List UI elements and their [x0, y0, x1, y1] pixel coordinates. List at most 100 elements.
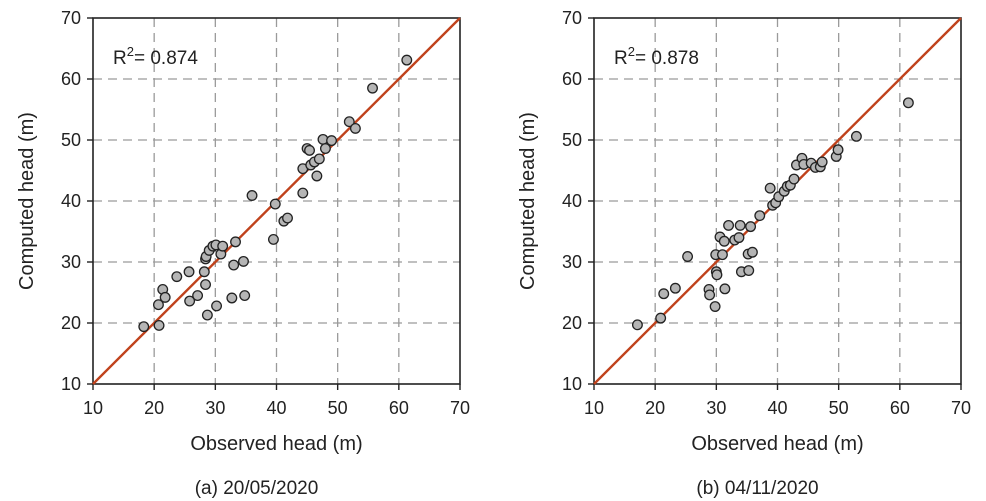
- data-point: [239, 290, 251, 302]
- x-tick-label: 50: [328, 398, 348, 418]
- data-point: [152, 299, 164, 311]
- data-point: [226, 292, 238, 304]
- data-point: [192, 290, 204, 302]
- data-point: [217, 240, 229, 252]
- data-point: [311, 170, 323, 182]
- data-point: [704, 289, 716, 301]
- data-point: [246, 190, 258, 201]
- x-tick-label: 50: [829, 398, 849, 418]
- data-point: [631, 319, 643, 331]
- x-tick-label: 30: [706, 398, 726, 418]
- data-point: [717, 249, 728, 261]
- data-point: [734, 219, 746, 231]
- x-tick-label: 40: [767, 398, 787, 418]
- data-point: [754, 210, 766, 222]
- y-tick-label: 70: [562, 8, 582, 28]
- data-point: [159, 291, 171, 303]
- data-point: [228, 259, 240, 271]
- y-tick-label: 40: [61, 191, 81, 211]
- r-squared-superscript: 2: [628, 44, 635, 59]
- data-point: [282, 212, 293, 224]
- data-point: [171, 271, 183, 283]
- data-point: [655, 312, 667, 324]
- data-point: [211, 300, 223, 312]
- data-point: [718, 235, 730, 247]
- data-point: [788, 173, 800, 185]
- x-tick-label: 60: [890, 398, 910, 418]
- r-squared-superscript: 2: [127, 44, 134, 59]
- data-point: [743, 265, 755, 276]
- data-point: [313, 153, 325, 165]
- data-point: [669, 282, 681, 294]
- panel-caption: (b) 04/11/2020: [696, 478, 818, 499]
- r-squared-prefix: R: [113, 48, 127, 69]
- x-tick-label: 70: [951, 398, 971, 418]
- data-point: [319, 143, 331, 154]
- data-point: [733, 232, 745, 244]
- y-axis-title: Computed head (m): [16, 112, 38, 290]
- data-point: [764, 182, 776, 194]
- data-point: [746, 246, 758, 258]
- data-point: [745, 221, 757, 233]
- y-tick-label: 50: [61, 130, 81, 150]
- y-tick-label: 10: [562, 374, 582, 394]
- y-tick-label: 20: [562, 313, 582, 333]
- data-point: [902, 97, 914, 109]
- data-point: [719, 283, 731, 295]
- data-point: [816, 156, 828, 168]
- panel-caption: (a) 20/05/2020: [195, 478, 319, 499]
- y-tick-label: 20: [61, 313, 81, 333]
- data-point: [183, 266, 195, 278]
- data-point: [832, 144, 844, 156]
- x-tick-label: 10: [584, 398, 604, 418]
- data-point: [326, 135, 338, 147]
- x-tick-label: 40: [266, 398, 286, 418]
- x-tick-label: 20: [144, 398, 164, 418]
- data-point: [198, 266, 210, 278]
- x-tick-label: 10: [83, 398, 103, 418]
- y-tick-label: 70: [61, 8, 81, 28]
- y-axis-title: Computed head (m): [517, 112, 539, 290]
- x-axis-title: Observed head (m): [691, 433, 863, 455]
- data-point: [297, 187, 309, 199]
- data-point: [238, 255, 249, 267]
- data-point: [709, 301, 721, 312]
- data-point: [711, 269, 723, 281]
- data-point: [138, 321, 150, 333]
- panel-b: 10 20 30 40 50 60 70 10 20 30 40 50 60 70 R2= 0.878 Obs…: [517, 8, 971, 499]
- data-point: [200, 279, 211, 291]
- data-point: [401, 54, 413, 66]
- x-tick-label: 60: [389, 398, 409, 418]
- r-squared-prefix: R: [614, 48, 628, 69]
- data-point: [658, 288, 670, 300]
- data-point: [269, 198, 281, 210]
- r-squared-value: = 0.878: [635, 48, 699, 69]
- data-point: [349, 122, 361, 134]
- data-point: [267, 233, 279, 245]
- y-tick-label: 10: [61, 374, 81, 394]
- data-point: [682, 251, 694, 262]
- x-axis-title: Observed head (m): [190, 433, 362, 455]
- r-squared-label: R2= 0.874: [113, 44, 198, 69]
- data-point: [343, 116, 355, 128]
- data-point: [153, 319, 165, 331]
- y-tick-label: 60: [61, 69, 81, 89]
- y-tick-label: 30: [562, 252, 582, 272]
- panel-a: 10 20 30 40 50 60 70 10 20 30 40 50 60 70 R2= 0.874 Obs…: [16, 8, 470, 499]
- data-point: [230, 236, 241, 248]
- x-tick-label: 20: [645, 398, 665, 418]
- y-tick-label: 50: [562, 130, 582, 150]
- data-point: [367, 82, 378, 94]
- y-tick-label: 30: [61, 252, 81, 272]
- data-point: [304, 144, 315, 156]
- data-point: [201, 309, 213, 321]
- x-tick-label: 70: [450, 398, 470, 418]
- data-point: [850, 130, 862, 142]
- data-point: [184, 295, 196, 307]
- y-tick-label: 40: [562, 191, 582, 211]
- y-tick-label: 60: [562, 69, 582, 89]
- x-tick-label: 30: [205, 398, 225, 418]
- data-point: [723, 219, 735, 231]
- r-squared-label: R2= 0.878: [614, 44, 699, 69]
